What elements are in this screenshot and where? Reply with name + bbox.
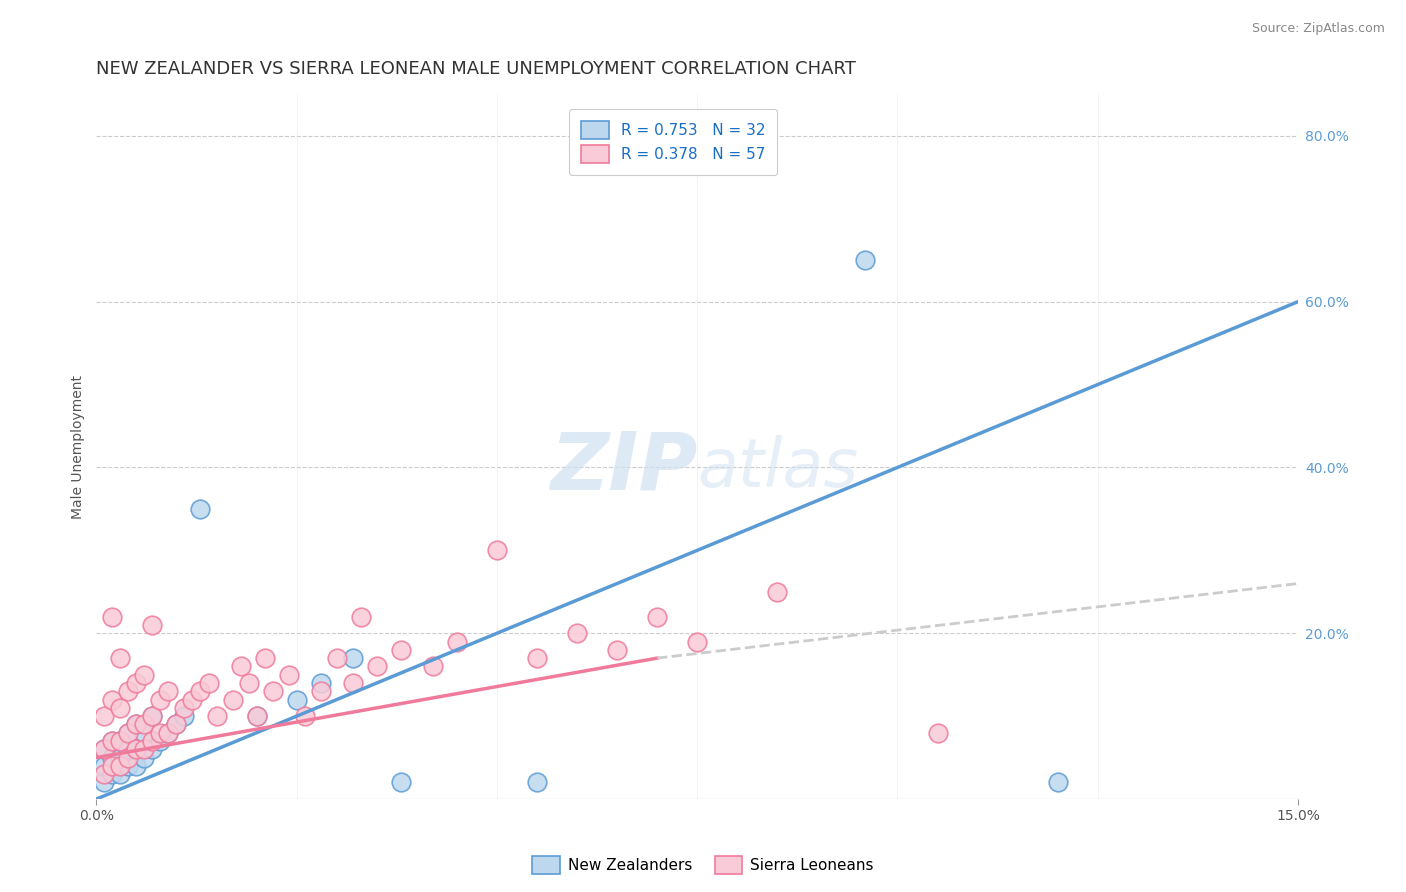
Point <box>309 684 332 698</box>
Point <box>93 709 115 723</box>
Point <box>253 651 276 665</box>
Point <box>125 717 148 731</box>
Point <box>125 717 148 731</box>
Text: atlas: atlas <box>697 435 858 501</box>
Point <box>157 684 180 698</box>
Point <box>125 742 148 756</box>
Point <box>221 692 243 706</box>
Point <box>117 725 139 739</box>
Point <box>141 709 163 723</box>
Point <box>101 734 124 748</box>
Point <box>446 634 468 648</box>
Point <box>110 767 132 781</box>
Point <box>93 767 115 781</box>
Point <box>134 667 156 681</box>
Point <box>422 659 444 673</box>
Point <box>141 709 163 723</box>
Point <box>277 667 299 681</box>
Point <box>117 742 139 756</box>
Point <box>325 651 347 665</box>
Point <box>125 759 148 773</box>
Point <box>93 775 115 789</box>
Point <box>205 709 228 723</box>
Point <box>157 725 180 739</box>
Legend: R = 0.753   N = 32, R = 0.378   N = 57: R = 0.753 N = 32, R = 0.378 N = 57 <box>569 109 778 175</box>
Point <box>245 709 267 723</box>
Point <box>229 659 252 673</box>
Point <box>350 609 373 624</box>
Point <box>101 767 124 781</box>
Point <box>190 502 212 516</box>
Point <box>117 750 139 764</box>
Point <box>134 725 156 739</box>
Point <box>125 742 148 756</box>
Point <box>1046 775 1069 789</box>
Point <box>110 734 132 748</box>
Point <box>389 775 412 789</box>
Point <box>93 759 115 773</box>
Point <box>485 543 508 558</box>
Point <box>101 759 124 773</box>
Point <box>285 692 308 706</box>
Point <box>110 701 132 715</box>
Point <box>366 659 388 673</box>
Point <box>110 651 132 665</box>
Legend: New Zealanders, Sierra Leoneans: New Zealanders, Sierra Leoneans <box>526 850 880 880</box>
Point <box>149 725 172 739</box>
Text: Source: ZipAtlas.com: Source: ZipAtlas.com <box>1251 22 1385 36</box>
Text: NEW ZEALANDER VS SIERRA LEONEAN MALE UNEMPLOYMENT CORRELATION CHART: NEW ZEALANDER VS SIERRA LEONEAN MALE UNE… <box>97 60 856 78</box>
Point <box>190 684 212 698</box>
Point <box>606 643 628 657</box>
Point <box>173 701 195 715</box>
Point <box>389 643 412 657</box>
Point <box>927 725 949 739</box>
Point <box>342 676 364 690</box>
Point <box>342 651 364 665</box>
Point <box>173 709 195 723</box>
Point <box>855 253 877 268</box>
Point <box>134 717 156 731</box>
Point <box>93 742 115 756</box>
Point <box>565 626 588 640</box>
Point <box>141 618 163 632</box>
Point <box>166 717 188 731</box>
Y-axis label: Male Unemployment: Male Unemployment <box>72 375 86 519</box>
Point <box>149 692 172 706</box>
Point <box>166 717 188 731</box>
Point <box>101 609 124 624</box>
Point <box>141 742 163 756</box>
Point <box>645 609 668 624</box>
Point <box>157 725 180 739</box>
Point <box>93 742 115 756</box>
Point <box>238 676 260 690</box>
Point <box>117 759 139 773</box>
Point <box>110 759 132 773</box>
Point <box>262 684 284 698</box>
Point <box>101 750 124 764</box>
Point <box>197 676 219 690</box>
Point <box>110 734 132 748</box>
Point <box>101 692 124 706</box>
Point <box>125 676 148 690</box>
Point <box>134 742 156 756</box>
Point <box>117 725 139 739</box>
Point <box>117 684 139 698</box>
Point <box>101 734 124 748</box>
Point <box>766 584 789 599</box>
Text: ZIP: ZIP <box>550 429 697 507</box>
Point <box>134 750 156 764</box>
Point <box>686 634 709 648</box>
Point <box>149 734 172 748</box>
Point <box>245 709 267 723</box>
Point <box>181 692 204 706</box>
Point <box>294 709 316 723</box>
Point <box>526 775 548 789</box>
Point <box>110 750 132 764</box>
Point <box>141 734 163 748</box>
Point <box>526 651 548 665</box>
Point <box>309 676 332 690</box>
